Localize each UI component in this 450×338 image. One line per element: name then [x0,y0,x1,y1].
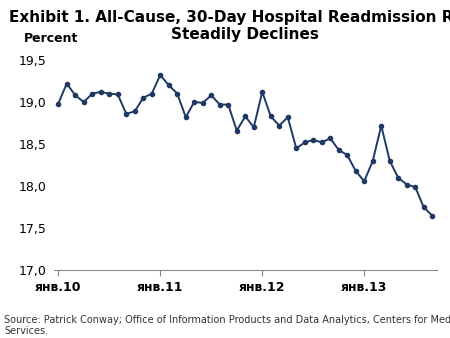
Text: Source: Patrick Conway; Office of Information Products and Data Analytics, Cente: Source: Patrick Conway; Office of Inform… [4,315,450,336]
Title: Exhibit 1. All-Cause, 30-Day Hospital Readmission Rate
Steadily Declines: Exhibit 1. All-Cause, 30-Day Hospital Re… [9,9,450,42]
Text: Percent: Percent [23,32,78,45]
